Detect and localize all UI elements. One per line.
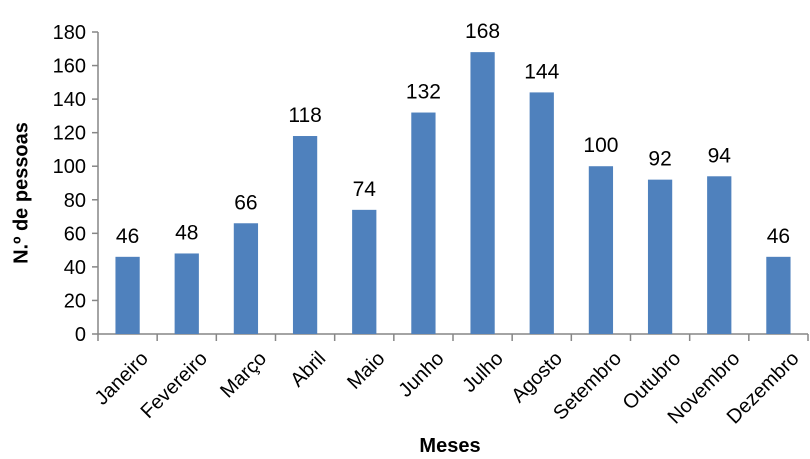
y-tick-label: 180 [53,22,86,44]
bar [766,256,791,334]
x-tick-label: Julho [458,348,507,397]
x-axis-title: Meses [419,435,480,457]
data-labels: 46 48 66 118 74 132 168 144 100 92 94 46 [116,20,790,248]
data-label: 168 [465,20,500,43]
y-tick-label: 20 [64,290,86,312]
bar [588,166,614,334]
bar-series [115,52,791,335]
data-label: 74 [353,178,377,201]
y-axis-title: N.º de pessoas [10,122,32,264]
data-label: 48 [175,221,198,244]
y-tick-label: 0 [75,324,86,346]
bar [233,223,259,334]
data-label: 92 [648,148,671,171]
bar [707,176,732,334]
y-tick-label: 120 [53,123,86,145]
x-tick-label: Março [216,348,271,403]
bar [411,112,436,335]
x-tick-label: Abril [286,348,330,392]
data-label: 100 [583,134,618,157]
bar [292,136,318,334]
bar [529,92,554,335]
x-tick-label: Maio [343,348,389,394]
x-tick-label: Agosto [507,348,567,408]
bar [352,209,377,334]
y-tick-label: 100 [53,156,86,178]
y-tick-label: 80 [64,190,86,212]
bar [647,179,673,334]
data-label: 144 [524,60,559,83]
data-label: 132 [406,81,441,104]
data-label: 118 [288,104,321,127]
bar [115,256,140,334]
y-tick-label: 140 [53,89,86,111]
x-axis-ticks [97,334,809,341]
data-label: 94 [708,144,732,167]
y-axis-ticks [92,31,98,335]
bar [174,253,199,334]
x-tick-label: Junho [394,348,448,402]
y-axis-tick-labels: 0 20 40 60 80 100 120 140 160 180 [53,22,86,346]
data-label: 46 [767,225,790,248]
bar [470,52,495,335]
y-tick-label: 40 [64,257,86,279]
y-tick-label: 60 [64,223,86,245]
data-label: 46 [116,225,139,248]
y-tick-label: 160 [53,56,86,78]
data-label: 66 [234,191,257,214]
chart-axes [92,31,809,341]
